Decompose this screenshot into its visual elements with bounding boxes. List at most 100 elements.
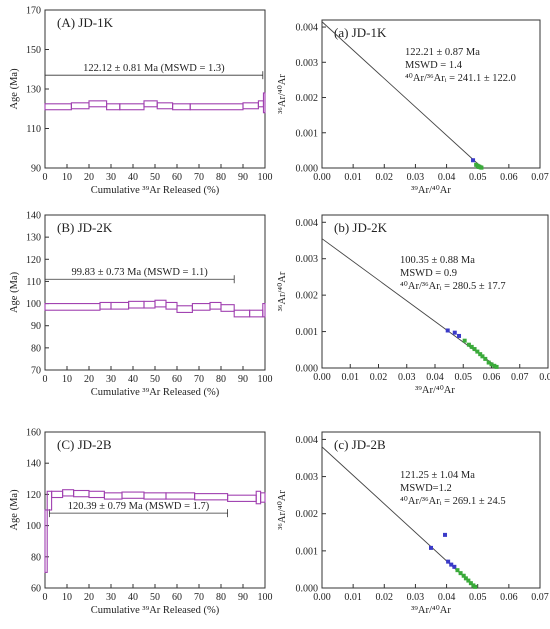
- chart-a: 0.00 0.01 0.02 0.03 0.04 0.05 0.06 0.07 0.000 0.0…: [276, 19, 549, 196]
- data-point-green: [473, 584, 478, 589]
- data-point-blue: [457, 333, 462, 338]
- x-tick-label: 30: [106, 592, 116, 603]
- y-tick-label: 130: [26, 85, 41, 96]
- data-point-green: [455, 568, 460, 573]
- y-tick-label: 110: [26, 277, 41, 288]
- y-tick-label: 60: [31, 584, 41, 595]
- y-tick-label: 90: [31, 321, 41, 332]
- x-tick-label: 0.04: [438, 592, 456, 603]
- x-tick-label: 90: [238, 592, 248, 603]
- spectrum-step: [46, 490, 53, 511]
- spectrum-step: [106, 103, 121, 111]
- data-point-blue: [429, 545, 433, 550]
- y-tick-label: 120: [26, 490, 41, 501]
- x-tick-label: 40: [128, 172, 138, 183]
- isochron-annotation: ⁴⁰Ar/³⁶Arᵢ = 280.5 ± 17.7: [400, 280, 506, 292]
- isochron-annotation: 100.35 ± 0.88 Ma: [400, 255, 475, 266]
- y-tick-label: 140: [26, 211, 41, 222]
- spectrum-step: [262, 303, 266, 318]
- y-tick-label: 90: [31, 164, 41, 175]
- panel-title: (c) JD-2B: [334, 437, 386, 452]
- isochron-annotation: 122.21 ± 0.87 Ma: [405, 47, 480, 58]
- y-tick-label: 0.004: [296, 23, 319, 34]
- data-point-green: [463, 576, 468, 581]
- spectrum-step: [128, 300, 145, 309]
- data-point-green: [494, 364, 499, 369]
- x-tick-label: 0.02: [376, 172, 394, 183]
- x-tick-label: 0.04: [438, 172, 456, 183]
- y-tick-label: 0.000: [296, 364, 319, 375]
- spectrum-step: [189, 103, 244, 111]
- isochron-annotation: MSWD = 0.9: [400, 268, 457, 279]
- x-tick-label: 0.07: [511, 372, 529, 383]
- y-tick-label: 150: [26, 45, 41, 56]
- y-tick-label: 0.002: [296, 93, 319, 104]
- plateau-label: 99.83 ± 0.73 Ma (MSWD = 1.1): [71, 267, 208, 278]
- x-tick-label: 0.03: [407, 592, 425, 603]
- isochron-annotation: ⁴⁰Ar/³⁶Arᵢ = 241.1 ± 122.0: [405, 72, 516, 84]
- y-tick-label: 0.003: [296, 58, 319, 69]
- x-axis-label: Cumulative ³⁹Ar Released (%): [91, 387, 220, 398]
- y-axis-label: Age (Ma): [9, 489, 20, 531]
- data-point-green: [489, 362, 494, 367]
- spectrum-step: [44, 103, 72, 111]
- x-tick-label: 90: [238, 172, 248, 183]
- isochron-annotation: MSWD=1.2: [400, 483, 452, 494]
- spectrum-step: [176, 305, 193, 313]
- spectrum-step: [99, 301, 112, 310]
- data-point-green: [468, 581, 473, 586]
- spectrum-step: [233, 309, 251, 318]
- x-tick-label: 100: [258, 172, 273, 183]
- y-tick-label: 70: [31, 366, 41, 377]
- y-tick-label: 0.000: [296, 164, 319, 175]
- y-tick-label: 0.002: [296, 291, 319, 302]
- y-tick-label: 80: [31, 552, 41, 563]
- y-tick-label: 0.003: [296, 254, 319, 265]
- x-tick-label: 80: [216, 592, 226, 603]
- data-point-green: [480, 354, 485, 359]
- data-point-green: [462, 338, 467, 343]
- spectrum-step: [143, 100, 158, 108]
- panel-title: (b) JD-2K: [334, 220, 388, 235]
- data-point-green: [479, 165, 484, 170]
- x-tick-label: 10: [62, 374, 72, 385]
- x-tick-label: 0.06: [500, 172, 518, 183]
- x-tick-label: 0.01: [344, 172, 362, 183]
- y-tick-label: 140: [26, 459, 41, 470]
- spectrum-step: [255, 490, 262, 505]
- spectrum-step: [88, 100, 108, 108]
- spectrum-step: [165, 301, 178, 310]
- y-tick-label: 160: [26, 428, 41, 439]
- x-tick-label: 0.05: [469, 592, 487, 603]
- y-axis-label: ³⁶Ar/⁴⁰Ar: [276, 271, 288, 311]
- plot-frame: [44, 214, 266, 371]
- y-tick-label: 0.004: [296, 435, 319, 446]
- y-tick-label: 130: [26, 233, 41, 244]
- x-axis-label: ³⁹Ar/⁴⁰Ar: [415, 384, 455, 396]
- x-tick-label: 90: [238, 374, 248, 385]
- y-tick-label: 0.003: [296, 472, 319, 483]
- y-axis-label: Age (Ma): [9, 68, 20, 110]
- x-tick-label: 20: [84, 172, 94, 183]
- x-tick-label: 40: [128, 592, 138, 603]
- y-tick-label: 0.001: [296, 128, 319, 139]
- panel-title: (C) JD-2B: [57, 437, 112, 452]
- spectrum-step: [62, 489, 75, 497]
- x-tick-label: 0.06: [483, 372, 501, 383]
- spectrum-step: [121, 491, 145, 499]
- spectrum-step: [119, 103, 145, 111]
- x-tick-label: 100: [258, 374, 273, 385]
- data-point-green: [472, 347, 477, 352]
- spectrum-step: [227, 494, 257, 502]
- isochron-annotation: MSWD = 1.4: [405, 60, 463, 71]
- x-axis-label: ³⁹Ar/⁴⁰Ar: [411, 604, 451, 616]
- spectrum-step: [209, 301, 222, 310]
- x-tick-label: 70: [194, 592, 204, 603]
- y-tick-label: 120: [26, 255, 41, 266]
- x-tick-label: 100: [258, 592, 273, 603]
- data-point-green: [466, 578, 471, 583]
- x-axis-label: Cumulative ³⁹Ar Released (%): [91, 185, 220, 196]
- plateau-label: 120.39 ± 0.79 Ma (MSWD = 1.7): [68, 501, 210, 512]
